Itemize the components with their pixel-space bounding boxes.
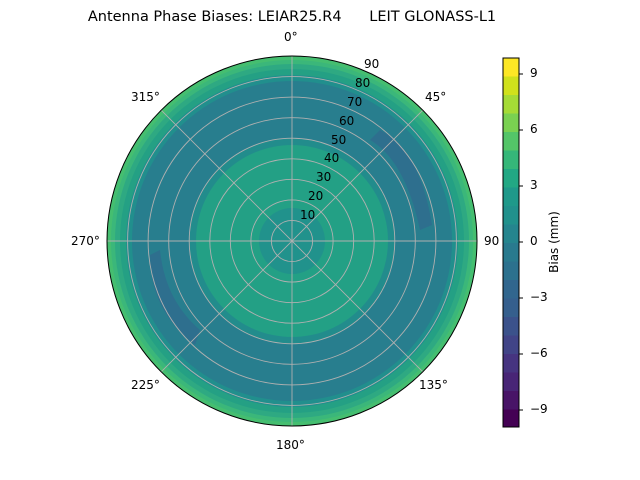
chart-title: Antenna Phase Biases: LEIAR25.R4 LEIT GL… <box>87 9 497 25</box>
angle-label-315: 315° <box>131 90 160 104</box>
colorbar <box>502 57 523 428</box>
radial-label-90: 90 <box>364 57 380 71</box>
colorbar-tick: 6 <box>530 122 538 136</box>
radial-label-70: 70 <box>347 95 363 109</box>
radial-label-50: 50 <box>331 133 347 147</box>
colorbar-tick: −6 <box>530 346 548 360</box>
angle-label-0: 0° <box>284 30 298 44</box>
angular-grid <box>107 56 477 426</box>
angle-label-225: 225° <box>131 378 160 392</box>
colorbar-tick: 3 <box>530 178 538 192</box>
radial-label-40: 40 <box>324 151 340 165</box>
colorbar-tick: −3 <box>530 290 548 304</box>
colorbar-tick: 9 <box>530 66 538 80</box>
colorbar-label: Bias (mm) <box>547 211 561 273</box>
radial-label-60: 60 <box>339 114 355 128</box>
polar-frame <box>106 55 478 427</box>
radial-label-20: 20 <box>308 189 324 203</box>
colorbar-tick: −9 <box>530 402 548 416</box>
angle-label-180: 180° <box>276 438 305 452</box>
radial-label-80: 80 <box>355 76 371 90</box>
radial-label-10: 10 <box>300 208 316 222</box>
angle-label-45: 45° <box>425 90 447 104</box>
angle-label-135: 135° <box>419 378 448 392</box>
radial-label-30: 30 <box>316 170 332 184</box>
angle-label-270: 270° <box>71 234 100 248</box>
colorbar-tick: 0 <box>530 234 538 248</box>
angle-label-90: 90 <box>484 234 500 248</box>
